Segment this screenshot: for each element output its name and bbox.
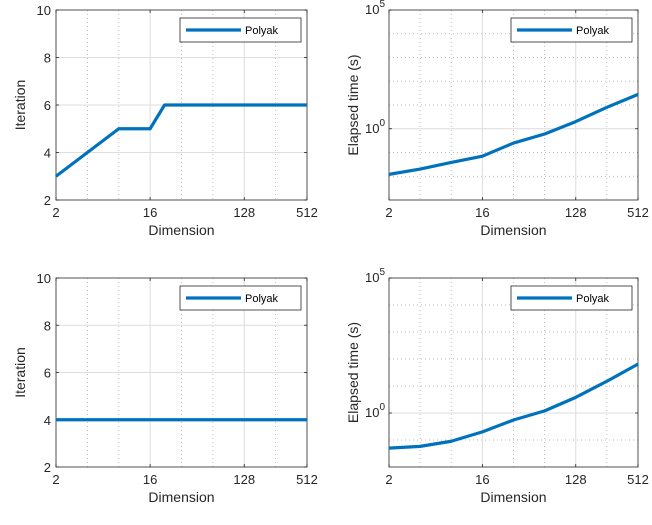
y-tick-label: 100 bbox=[365, 118, 385, 136]
x-tick-label: 128 bbox=[233, 205, 255, 220]
chart-panel: 2 16 128 512 2 4 6 8 10 Dimension Iteration Polyak bbox=[12, 3, 318, 238]
series-line-polyak bbox=[388, 362, 639, 450]
x-tick-label: 2 bbox=[385, 472, 392, 487]
y-tick-label: 6 bbox=[44, 366, 51, 381]
series-line-polyak bbox=[55, 103, 307, 178]
y-axis-label: Elapsed time (s) bbox=[345, 54, 361, 155]
legend: Polyak bbox=[179, 17, 302, 43]
y-tick-base: 10 bbox=[365, 405, 379, 420]
x-tick-label: 128 bbox=[565, 205, 587, 220]
x-tick-label: 2 bbox=[52, 472, 59, 487]
x-tick-label: 16 bbox=[143, 205, 157, 220]
x-tick-label: 512 bbox=[627, 472, 649, 487]
y-tick-exponent: 5 bbox=[379, 267, 385, 278]
y-tick-base: 10 bbox=[365, 121, 379, 136]
y-tick-label: 2 bbox=[44, 460, 51, 475]
y-tick-label: 4 bbox=[44, 146, 51, 161]
axes-box bbox=[388, 9, 639, 201]
x-tick-label: 128 bbox=[233, 472, 255, 487]
y-axis-label: Elapsed time (s) bbox=[345, 322, 361, 423]
legend-label: Polyak bbox=[245, 293, 279, 305]
legend: Polyak bbox=[510, 285, 633, 311]
y-tick-label: 6 bbox=[44, 98, 51, 113]
legend: Polyak bbox=[179, 285, 302, 311]
x-axis-label: Dimension bbox=[148, 222, 214, 238]
x-tick-label: 2 bbox=[385, 205, 392, 220]
x-axis-label: Dimension bbox=[480, 489, 546, 505]
y-tick-label: 2 bbox=[44, 193, 51, 208]
y-tick-label: 100 bbox=[365, 402, 385, 420]
chart-panel: 2 16 128 512 2 4 6 8 10 Dimension Iteration Polyak bbox=[12, 271, 318, 505]
x-tick-label: 16 bbox=[475, 472, 489, 487]
legend-label: Polyak bbox=[576, 25, 610, 37]
y-tick-label: 105 bbox=[365, 267, 385, 285]
y-tick-base: 10 bbox=[365, 270, 379, 285]
y-tick-base: 10 bbox=[365, 2, 379, 17]
y-tick-label: 4 bbox=[44, 413, 51, 428]
x-tick-label: 512 bbox=[296, 472, 318, 487]
axes-box bbox=[388, 277, 639, 468]
y-axis-label: Iteration bbox=[12, 80, 28, 131]
x-tick-label: 128 bbox=[565, 472, 587, 487]
legend-label: Polyak bbox=[245, 25, 279, 37]
y-tick-label: 105 bbox=[365, 0, 385, 17]
legend-label: Polyak bbox=[576, 293, 610, 305]
y-tick-exponent: 0 bbox=[379, 118, 385, 129]
y-axis-label: Iteration bbox=[12, 347, 28, 398]
series-line-polyak bbox=[388, 92, 639, 176]
y-tick-label: 8 bbox=[44, 318, 51, 333]
x-axis-label: Dimension bbox=[148, 489, 214, 505]
x-tick-label: 2 bbox=[52, 205, 59, 220]
x-axis-label: Dimension bbox=[480, 222, 546, 238]
x-tick-label: 16 bbox=[475, 205, 489, 220]
legend: Polyak bbox=[510, 17, 633, 43]
x-tick-label: 512 bbox=[296, 205, 318, 220]
x-tick-label: 512 bbox=[627, 205, 649, 220]
y-tick-exponent: 5 bbox=[379, 0, 385, 10]
y-tick-label: 10 bbox=[37, 3, 51, 18]
y-tick-label: 8 bbox=[44, 51, 51, 66]
y-tick-label: 10 bbox=[37, 271, 51, 286]
x-tick-label: 16 bbox=[143, 472, 157, 487]
y-tick-exponent: 0 bbox=[379, 402, 385, 413]
